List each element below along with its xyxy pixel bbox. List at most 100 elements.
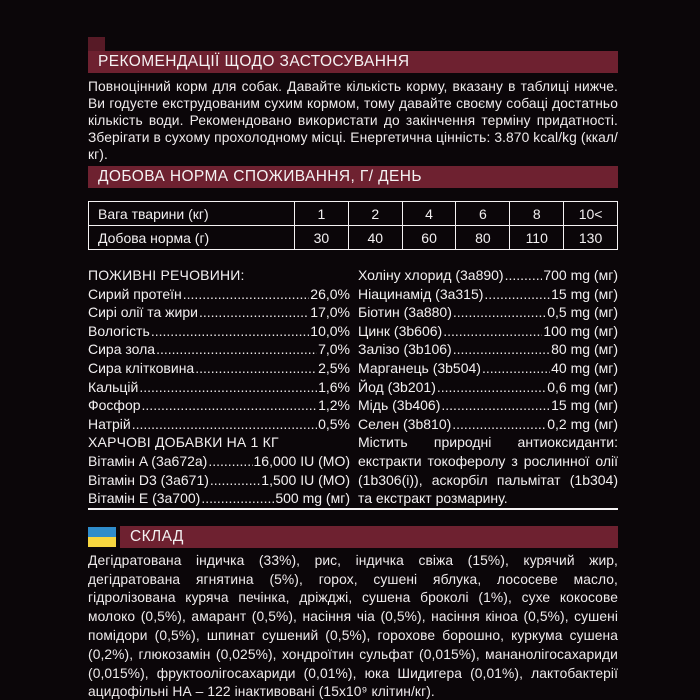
nutrients-column-right: Холіну хлорид (3a890) 700 mg (мг) Ніацина… — [358, 266, 618, 508]
ukraine-flag-icon — [88, 526, 116, 547]
mineral-value: 0,5 mg (мг) — [547, 304, 618, 321]
mineral-row: Залізо (3b106) 80 mg (мг) — [358, 340, 618, 359]
weight-cell: 8 — [509, 201, 565, 226]
antioxidants-note: Містить природні антиоксиданти: екстракт… — [358, 434, 618, 507]
nutrient-value: 17,0% — [310, 304, 350, 321]
row-header-norm: Добова норма (г) — [88, 225, 295, 250]
dot-leader — [195, 359, 317, 378]
nutrients-column-left: ПОЖИВНІ РЕЧОВИНИ: Сирий протеїн 26,0% Сир… — [88, 266, 350, 508]
recommendations-text: Повноцінний корм для собак. Давайте кіль… — [88, 79, 618, 162]
vitamin-value: 500 mg (мг) — [275, 490, 350, 507]
mineral-value: 15 mg (мг) — [551, 397, 618, 414]
label-content: РЕКОМЕНДАЦІЇ ЩОДО ЗАСТОСУВАННЯ Повноцінн… — [88, 37, 618, 700]
weight-cell: 6 — [455, 201, 511, 226]
nutrient-label: Сира зола — [88, 341, 156, 358]
nutrient-label: Сира клітковина — [88, 359, 195, 376]
vitamin-label: Вітамін D3 (3a671) — [88, 471, 209, 488]
nutrient-row: Вологість 10,0% — [88, 322, 350, 341]
additives-heading: ХАРЧОВІ ДОБАВКИ НА 1 КГ — [88, 434, 279, 451]
vitamin-row: Вітамін E (3a700) 500 mg (мг) — [88, 489, 350, 508]
nutrient-row: Сирий протеїн 26,0% — [88, 285, 350, 304]
nutrient-row: Сирі олії та жири 17,0% — [88, 303, 350, 322]
dot-leader — [139, 378, 317, 397]
row-header-weight: Вага тварини (кг) — [88, 201, 295, 226]
mineral-row: Цинк (3b606) 100 mg (мг) — [358, 322, 618, 341]
mineral-label: Йод (3b201) — [358, 378, 436, 395]
mineral-row: Марганець (3b504) 40 mg (мг) — [358, 359, 618, 378]
dot-leader — [453, 340, 550, 359]
norm-cell: 130 — [563, 225, 618, 250]
table-row-norm: Добова норма (г) 30 40 60 80 110 130 — [88, 225, 618, 250]
mineral-label: Холіну хлорид (3a890) — [358, 267, 504, 283]
weight-cell: 4 — [401, 201, 457, 226]
vitamin-row: Вітамін D3 (3a671) 1,500 IU (МО) — [88, 471, 350, 490]
mineral-label: Цинк (3b606) — [358, 322, 443, 339]
nutrient-value: 1,2% — [318, 397, 350, 414]
dot-leader — [210, 471, 260, 490]
dot-leader — [482, 359, 550, 378]
dot-leader — [199, 303, 309, 322]
mineral-label: Марганець (3b504) — [358, 359, 481, 376]
dot-leader — [201, 489, 274, 508]
mineral-value: 40 mg (мг) — [551, 359, 618, 376]
mineral-row: Селен (3b810) 0,2 mg (мг) — [358, 415, 618, 434]
table-row-weight: Вага тварини (кг) 1 2 4 6 8 10< — [88, 201, 618, 226]
nutrient-row: Натрій 0,5% — [88, 415, 350, 434]
nutrient-row: Фосфор 1,2% — [88, 396, 350, 415]
vitamin-label: Вітамін E (3a700) — [88, 490, 201, 507]
norm-cell: 110 — [509, 225, 565, 250]
daily-norm-table: Вага тварини (кг) 1 2 4 6 8 10< Добова н… — [88, 201, 618, 250]
mineral-row: Біотин (3a880) 0,5 mg (мг) — [358, 303, 618, 322]
nutrient-row: Сира зола 7,0% — [88, 340, 350, 359]
mineral-label: Біотин (3a880) — [358, 304, 452, 321]
dot-leader — [452, 415, 546, 434]
mineral-label: Ніацинамід (3a315) — [358, 285, 484, 302]
mineral-value: 100 mg (мг) — [543, 322, 618, 339]
vitamin-row: Вітамін A (3a672a) 16,000 IU (МО) — [88, 452, 350, 471]
vitamin-value: 16,000 IU (МО) — [253, 452, 350, 469]
nutrient-label: Сирі олії та жири — [88, 304, 198, 321]
weight-cell: 1 — [294, 201, 349, 226]
mineral-label: Залізо (3b106) — [358, 341, 452, 358]
recommendations-header: РЕКОМЕНДАЦІЇ ЩОДО ЗАСТОСУВАННЯ — [88, 51, 618, 73]
mineral-row: Ніацинамід (3a315) 15 mg (мг) — [358, 285, 618, 304]
mineral-value: 80 mg (мг) — [551, 341, 618, 358]
nutrient-value: 2,5% — [318, 359, 350, 376]
dot-leader — [156, 340, 317, 359]
mineral-row: Холіну хлорид (3a890) 700 mg (мг) — [358, 266, 618, 285]
daily-norm-title: ДОБОВА НОРМА СПОЖИВАННЯ, Г/ ДЕНЬ — [98, 168, 422, 185]
flag-blue-stripe — [88, 526, 116, 537]
nutrient-label: Вологість — [88, 322, 150, 339]
ingredients-text: Дегідратована індичка (33%), рис, індичк… — [88, 552, 618, 700]
nutrient-value: 10,0% — [310, 322, 350, 339]
mineral-value: 700 mg (мг) — [543, 267, 618, 283]
norm-cell: 30 — [294, 225, 349, 250]
mineral-value: 15 mg (мг) — [551, 285, 618, 302]
composition-title-bar: СКЛАД — [120, 525, 618, 548]
composition-title: СКЛАД — [130, 527, 184, 545]
mineral-value: 0,2 mg (мг) — [547, 415, 618, 432]
recommendations-title: РЕКОМЕНДАЦІЇ ЩОДО ЗАСТОСУВАННЯ — [98, 53, 410, 70]
dot-leader — [453, 303, 546, 322]
vitamin-value: 1,500 IU (МО) — [261, 471, 350, 488]
daily-norm-header: ДОБОВА НОРМА СПОЖИВАННЯ, Г/ ДЕНЬ — [88, 166, 618, 188]
mineral-row: Мідь (3b406) 15 mg (мг) — [358, 396, 618, 415]
dot-leader — [437, 378, 546, 397]
nutrient-value: 7,0% — [318, 341, 350, 358]
flag-yellow-stripe — [88, 536, 116, 547]
nutrient-row: Сира клітковина 2,5% — [88, 359, 350, 378]
nutrient-label: Натрій — [88, 415, 131, 432]
dot-leader — [208, 452, 252, 471]
nutrition-section: ПОЖИВНІ РЕЧОВИНИ: Сирий протеїн 26,0% Сир… — [88, 266, 618, 508]
dot-leader — [151, 322, 309, 341]
dot-leader — [484, 285, 550, 304]
dot-leader — [142, 396, 318, 415]
norm-cell: 60 — [401, 225, 457, 250]
nutrient-label: Кальцій — [88, 378, 139, 395]
norm-cell: 40 — [347, 225, 403, 250]
nutrient-value: 0,5% — [318, 415, 350, 432]
nutrients-heading: ПОЖИВНІ РЕЧОВИНИ: — [88, 267, 245, 283]
nutrient-label: Сирий протеїн — [88, 285, 182, 302]
dot-leader — [505, 266, 543, 285]
